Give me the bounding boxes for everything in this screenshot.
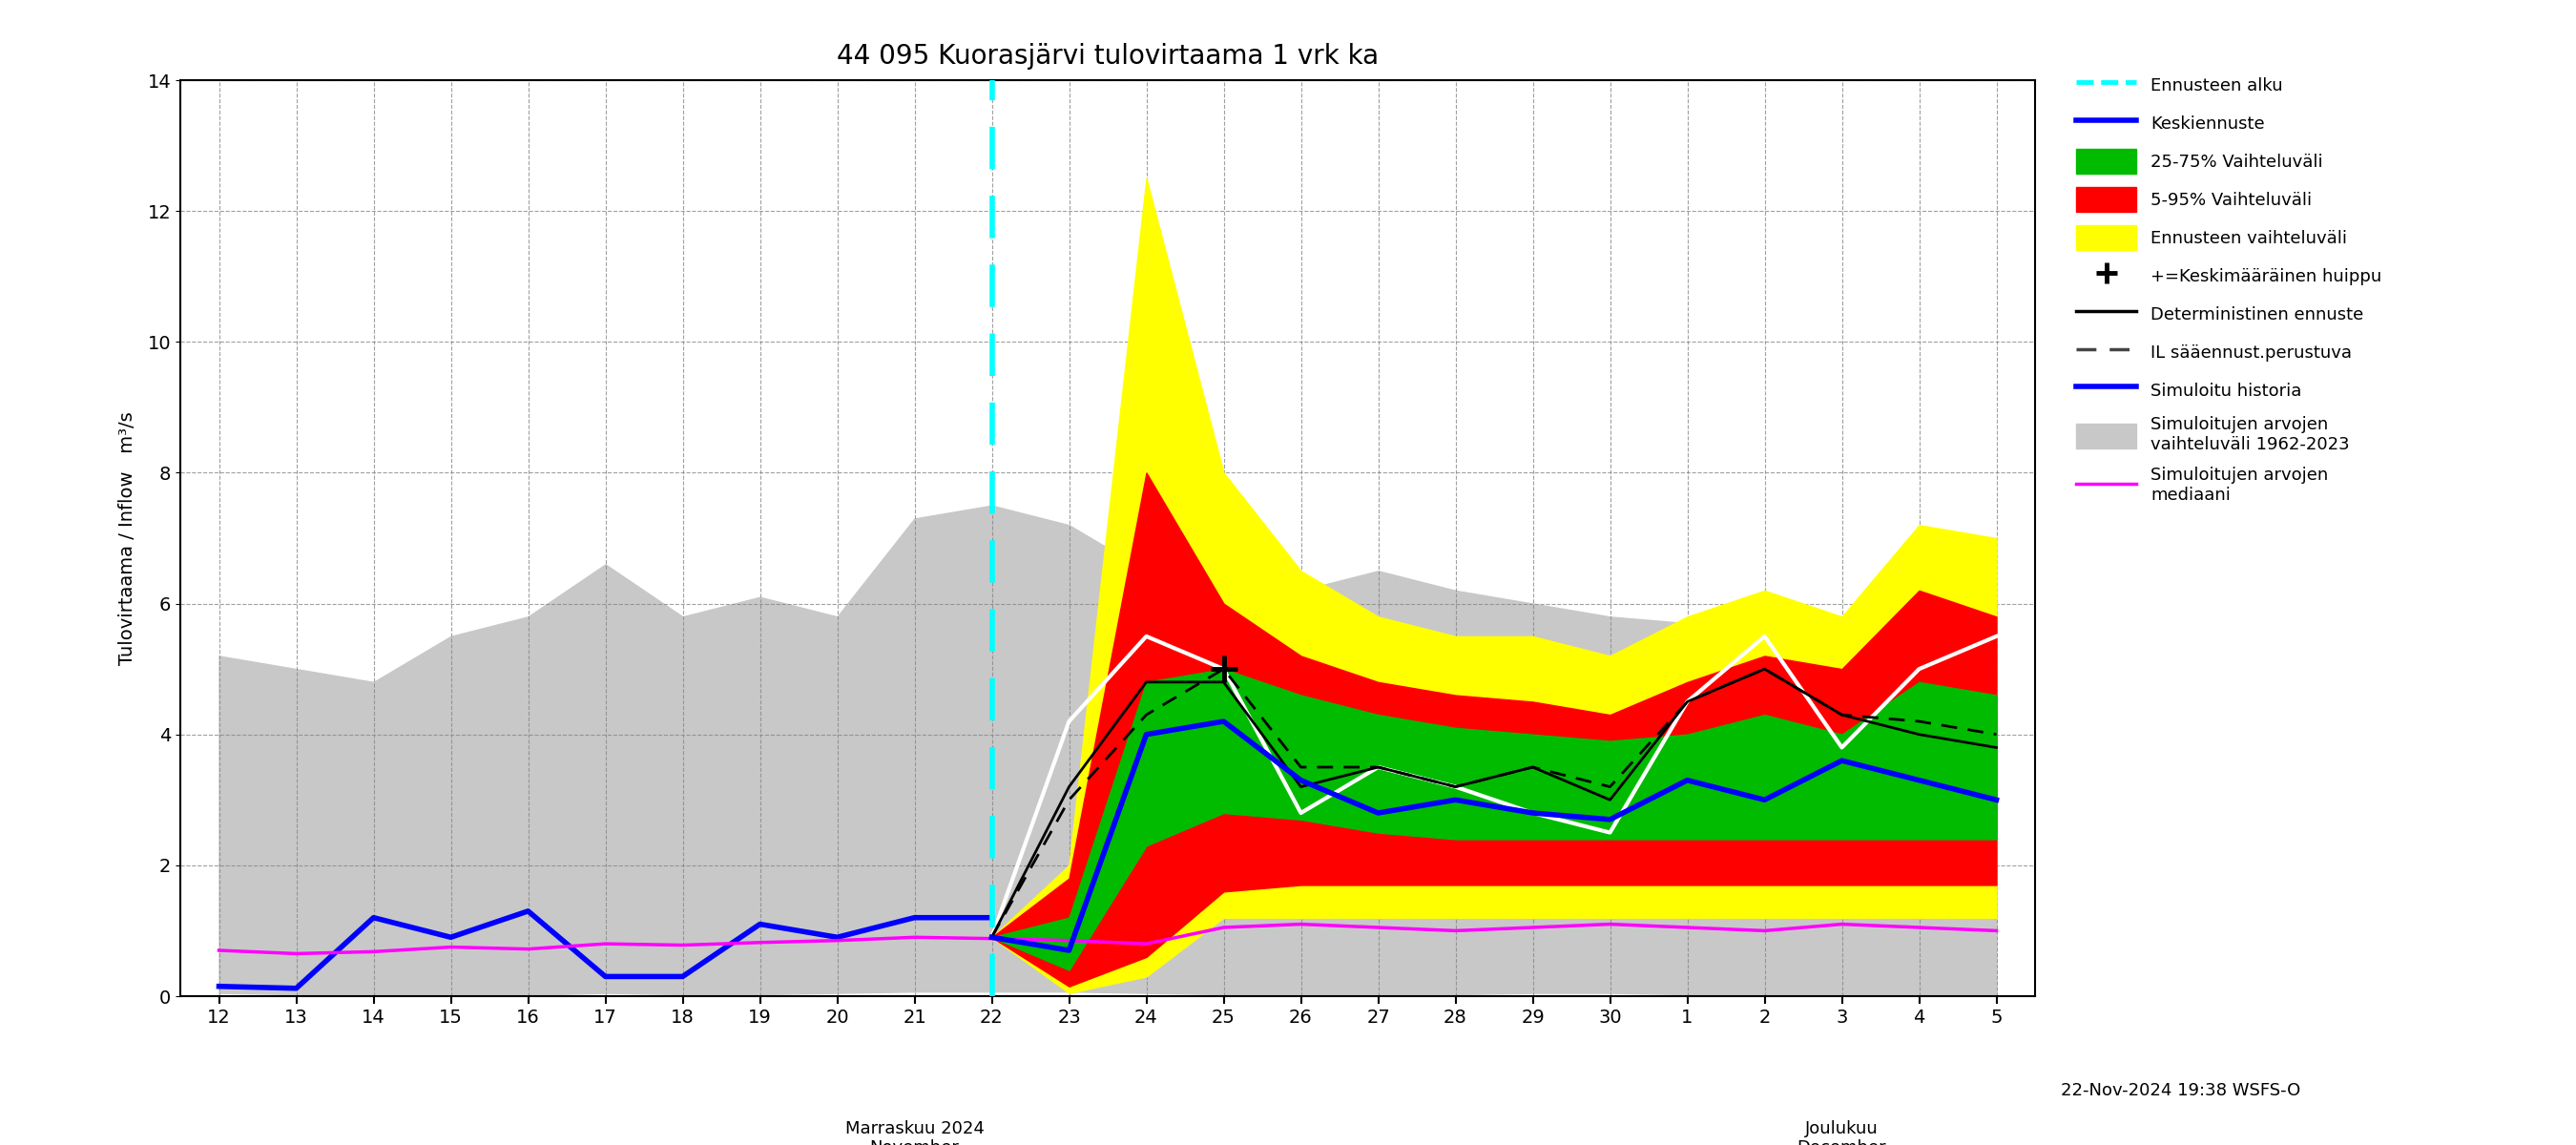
Title: 44 095 Kuorasjärvi tulovirtaama 1 vrk ka: 44 095 Kuorasjärvi tulovirtaama 1 vrk ka <box>837 44 1378 70</box>
Text: 22-Nov-2024 19:38 WSFS-O: 22-Nov-2024 19:38 WSFS-O <box>2061 1082 2300 1099</box>
Y-axis label: Tulovirtaama / Inflow   m³/s: Tulovirtaama / Inflow m³/s <box>118 411 137 665</box>
Legend: Ennusteen alku, Keskiennuste, 25-75% Vaihteluväli, 5-95% Vaihteluväli, Ennusteen: Ennusteen alku, Keskiennuste, 25-75% Vai… <box>2069 66 2388 511</box>
Text: Joulukuu
December: Joulukuu December <box>1798 1120 1886 1145</box>
Text: Marraskuu 2024
November: Marraskuu 2024 November <box>845 1120 984 1145</box>
